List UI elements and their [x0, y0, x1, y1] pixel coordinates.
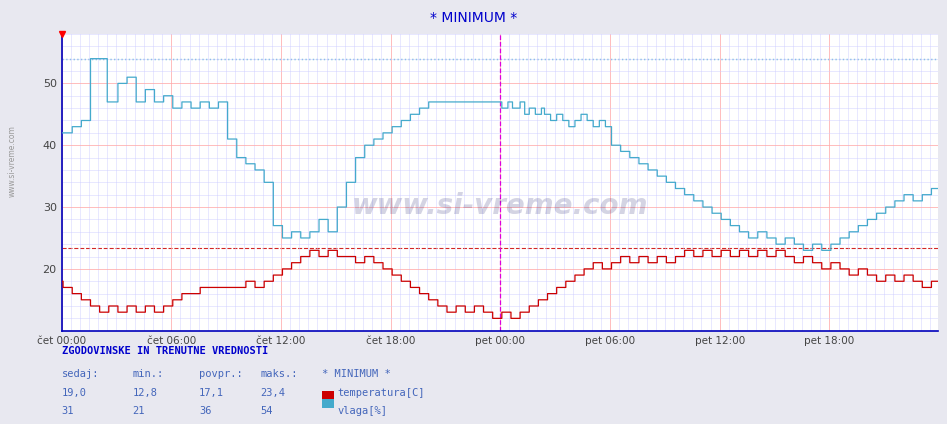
Text: 23,4: 23,4	[260, 388, 285, 398]
Text: 36: 36	[199, 406, 211, 416]
Text: * MINIMUM *: * MINIMUM *	[322, 369, 391, 379]
Text: www.si-vreme.com: www.si-vreme.com	[351, 192, 648, 220]
Text: 21: 21	[133, 406, 145, 416]
Text: 54: 54	[260, 406, 273, 416]
Text: min.:: min.:	[133, 369, 164, 379]
Text: povpr.:: povpr.:	[199, 369, 242, 379]
Text: ZGODOVINSKE IN TRENUTNE VREDNOSTI: ZGODOVINSKE IN TRENUTNE VREDNOSTI	[62, 346, 268, 356]
Text: 12,8: 12,8	[133, 388, 157, 398]
Text: temperatura[C]: temperatura[C]	[337, 388, 424, 398]
Text: www.si-vreme.com: www.si-vreme.com	[8, 125, 17, 197]
Text: sedaj:: sedaj:	[62, 369, 99, 379]
Text: 17,1: 17,1	[199, 388, 223, 398]
Text: 19,0: 19,0	[62, 388, 86, 398]
Text: * MINIMUM *: * MINIMUM *	[430, 11, 517, 25]
Text: maks.:: maks.:	[260, 369, 298, 379]
Text: vlaga[%]: vlaga[%]	[337, 406, 387, 416]
Text: 31: 31	[62, 406, 74, 416]
